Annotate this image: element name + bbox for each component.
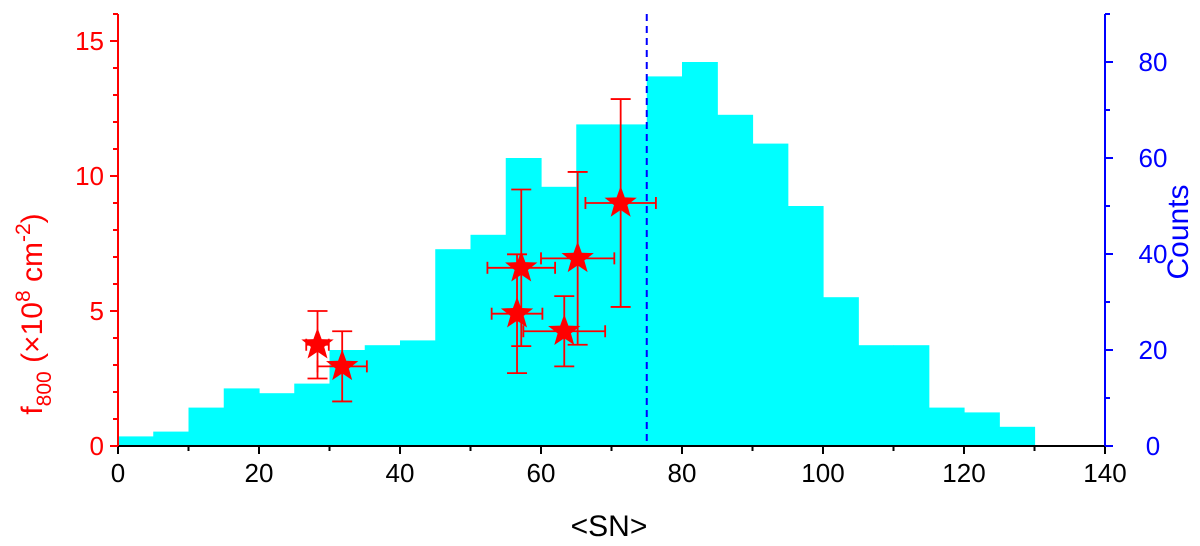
histogram-bar	[118, 436, 154, 446]
tick-labels: 0 20 40 60 80 100 120 140 0 5 10 15 0 20 40 60 80	[75, 26, 1167, 488]
histogram-bar	[223, 388, 260, 446]
histogram-bar	[682, 62, 718, 446]
histogram	[118, 62, 1036, 447]
left-ylabel-main: f	[16, 406, 49, 415]
histogram-bar	[541, 186, 577, 447]
right-y-axis-label: Counts	[1162, 184, 1195, 279]
histogram-bar	[188, 407, 225, 446]
data-point	[540, 171, 616, 346]
left-tick-label: 5	[90, 296, 104, 326]
histogram-bar	[611, 124, 648, 447]
right-tick-label: 60	[1139, 143, 1168, 173]
star-marker	[561, 241, 594, 273]
left-ylabel-sup2: -2	[12, 223, 35, 242]
right-tick-label: 40	[1139, 239, 1168, 269]
star-marker	[500, 296, 534, 328]
histogram-bar	[717, 114, 754, 447]
histogram-bar	[964, 412, 1000, 446]
left-ylabel-sub: 800	[33, 371, 56, 406]
x-tick-label: 60	[527, 458, 556, 488]
right-tick-label: 0	[1146, 431, 1160, 461]
star-marker	[326, 349, 359, 381]
left-tick-label: 15	[75, 26, 104, 56]
histogram-bar	[294, 383, 331, 446]
x-tick-label: 80	[668, 458, 697, 488]
x-tick-label: 140	[1083, 458, 1126, 488]
histogram-bar	[823, 297, 859, 446]
histogram-bar	[999, 426, 1036, 446]
right-tick-label: 20	[1139, 335, 1168, 365]
left-y-axis-label: f800 (×108 cm-2)	[12, 213, 56, 414]
histogram-bar	[787, 206, 824, 446]
left-ylabel-end: )	[16, 213, 49, 223]
histogram-bar	[752, 143, 789, 446]
histogram-bar	[893, 345, 930, 446]
star-marker	[301, 327, 334, 359]
x-tick-label: 40	[386, 458, 415, 488]
star-marker	[604, 186, 637, 217]
data-point	[522, 295, 607, 368]
data-point	[584, 98, 657, 308]
x-tick-label: 120	[942, 458, 985, 488]
left-ylabel-mid: (×10	[16, 302, 49, 371]
x-tick-label: 100	[801, 458, 844, 488]
histogram-bar	[153, 431, 190, 446]
x-tick-label: 20	[245, 458, 274, 488]
data-point	[490, 253, 544, 375]
histogram-bar	[364, 345, 401, 446]
histogram-bar	[470, 234, 507, 446]
data-points	[301, 98, 657, 403]
left-ylabel-sup1: 8	[12, 290, 35, 302]
histogram-bar	[576, 124, 613, 447]
left-tick-label: 10	[75, 161, 104, 191]
star-marker	[548, 314, 581, 345]
x-axis-label: <SN>	[571, 510, 648, 543]
histogram-bar	[400, 340, 436, 446]
left-tick-label: 0	[90, 431, 104, 461]
left-ylabel-mid2: cm	[16, 242, 49, 290]
right-tick-label: 80	[1139, 47, 1168, 77]
histogram-bar	[505, 158, 542, 446]
axes	[110, 13, 1113, 454]
histogram-bar	[435, 249, 472, 446]
data-point	[316, 330, 368, 403]
histogram-bar	[646, 76, 683, 447]
histogram-bar	[259, 393, 295, 446]
data-point	[486, 188, 556, 348]
star-marker	[505, 250, 538, 282]
x-tick-label: 0	[111, 458, 125, 488]
histogram-bar	[928, 407, 965, 446]
histogram-bar	[858, 345, 895, 446]
